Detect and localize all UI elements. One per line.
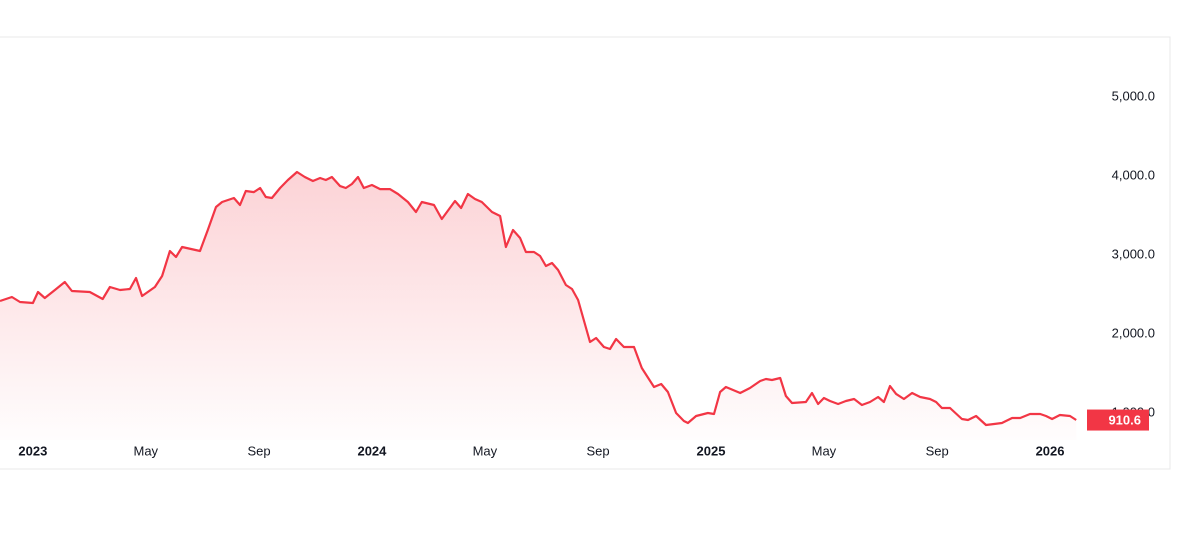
area: [0, 172, 1077, 440]
x-tick-label: 2024: [357, 443, 387, 458]
last-value-badge: [1087, 409, 1149, 431]
y-tick-label: 2,000.0: [1112, 325, 1155, 340]
x-tick-label: Sep: [247, 443, 270, 458]
x-tick-label: Sep: [587, 443, 610, 458]
chart-frame: [0, 36, 1171, 470]
x-tick-label: May: [812, 443, 837, 458]
x-tick-label: May: [134, 443, 159, 458]
x-tick-label: Sep: [926, 443, 949, 458]
y-tick-label: 4,000.0: [1112, 167, 1155, 182]
y-tick-label: 5,000.0: [1112, 88, 1155, 103]
x-tick-label: May: [473, 443, 498, 458]
x-tick-label: 2025: [697, 443, 726, 458]
x-tick-label: 2026: [1036, 443, 1065, 458]
last-value-label: 910.6: [1108, 412, 1141, 427]
y-tick-label: 3,000.0: [1112, 246, 1155, 261]
line: [0, 170, 1077, 427]
x-tick-label: 2023: [18, 443, 47, 458]
